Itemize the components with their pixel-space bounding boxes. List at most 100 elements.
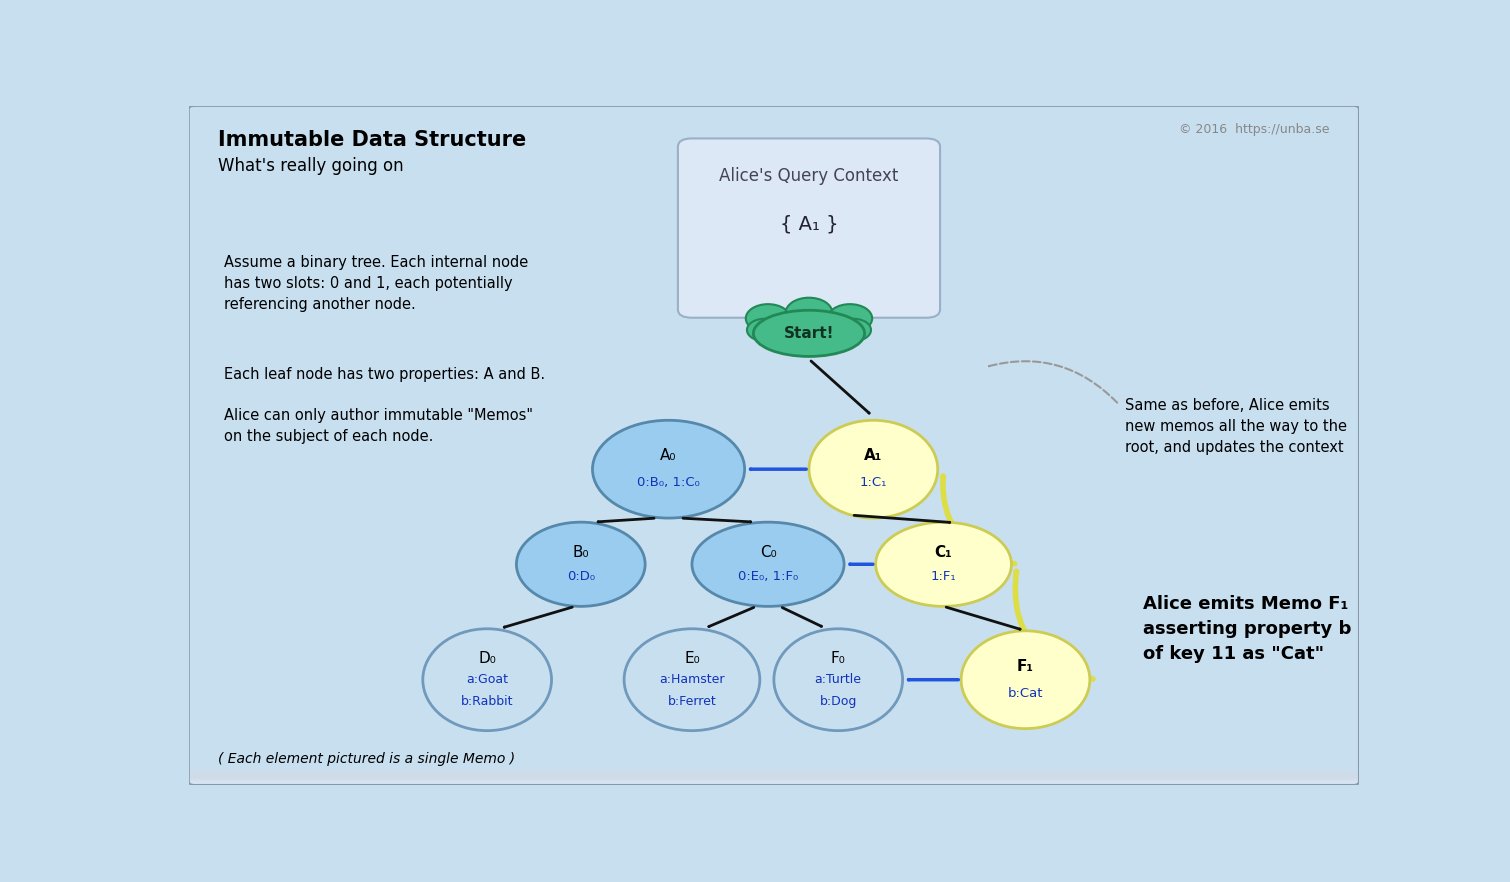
Bar	[189, 774, 1359, 781]
Bar	[189, 778, 1359, 784]
Bar	[189, 774, 1359, 781]
Bar	[189, 773, 1359, 780]
Text: b:Ferret: b:Ferret	[667, 695, 716, 707]
Bar	[189, 772, 1359, 779]
Bar	[189, 772, 1359, 779]
Text: b:Rabbit: b:Rabbit	[461, 695, 513, 707]
Text: 0:D₀: 0:D₀	[566, 570, 595, 582]
Ellipse shape	[746, 304, 790, 333]
Bar	[189, 777, 1359, 784]
Text: F₁: F₁	[1016, 659, 1034, 674]
Bar	[189, 777, 1359, 784]
Bar	[189, 777, 1359, 784]
Bar	[189, 772, 1359, 779]
Bar	[189, 777, 1359, 784]
Text: A₁: A₁	[864, 448, 882, 463]
Bar	[189, 776, 1359, 783]
Bar	[189, 774, 1359, 781]
Text: © 2016  https://unba.se: © 2016 https://unba.se	[1179, 123, 1330, 136]
Text: Alice can only author immutable "Memos"
on the subject of each node.: Alice can only author immutable "Memos" …	[223, 408, 533, 444]
Bar	[189, 777, 1359, 783]
Text: a:Turtle: a:Turtle	[815, 673, 862, 686]
Bar	[189, 774, 1359, 780]
Bar	[189, 773, 1359, 780]
Bar	[189, 774, 1359, 781]
Bar	[189, 776, 1359, 783]
Bar	[189, 772, 1359, 779]
Bar	[189, 775, 1359, 782]
Ellipse shape	[747, 318, 782, 341]
Ellipse shape	[827, 304, 873, 333]
Bar	[189, 774, 1359, 781]
Text: F₀: F₀	[831, 651, 846, 666]
Bar	[189, 774, 1359, 781]
Bar	[189, 778, 1359, 785]
Bar	[189, 777, 1359, 784]
Bar	[189, 775, 1359, 782]
Bar	[189, 778, 1359, 785]
Bar	[189, 777, 1359, 784]
Bar	[189, 774, 1359, 781]
Text: B₀: B₀	[572, 545, 589, 560]
Bar	[189, 776, 1359, 782]
Bar	[189, 778, 1359, 785]
Bar	[189, 775, 1359, 781]
Bar	[189, 775, 1359, 782]
Bar	[189, 774, 1359, 781]
Bar	[189, 776, 1359, 783]
Ellipse shape	[516, 522, 645, 606]
Bar	[189, 773, 1359, 780]
Text: 1:F₁: 1:F₁	[930, 570, 956, 582]
Bar	[189, 776, 1359, 783]
Text: Same as before, Alice emits
new memos all the way to the
root, and updates the c: Same as before, Alice emits new memos al…	[1125, 398, 1347, 455]
Bar	[189, 774, 1359, 781]
Text: 0:B₀, 1:C₀: 0:B₀, 1:C₀	[637, 476, 701, 490]
Ellipse shape	[753, 310, 865, 356]
Text: C₀: C₀	[760, 545, 776, 560]
Text: What's really going on: What's really going on	[217, 157, 403, 175]
Bar	[189, 774, 1359, 781]
Bar	[189, 778, 1359, 785]
Bar	[189, 776, 1359, 783]
Bar	[189, 778, 1359, 784]
Bar	[189, 775, 1359, 781]
Text: E₀: E₀	[684, 651, 699, 666]
Bar	[189, 777, 1359, 784]
Bar	[189, 776, 1359, 782]
Bar	[189, 772, 1359, 779]
Ellipse shape	[767, 314, 805, 339]
Bar	[189, 778, 1359, 785]
Bar	[189, 777, 1359, 784]
Bar	[189, 774, 1359, 780]
Ellipse shape	[837, 318, 871, 341]
Bar	[189, 775, 1359, 782]
Bar	[189, 778, 1359, 785]
Text: b:Cat: b:Cat	[1007, 687, 1043, 700]
Bar	[189, 775, 1359, 782]
Bar	[189, 778, 1359, 784]
Ellipse shape	[785, 298, 832, 328]
Text: D₀: D₀	[479, 651, 497, 666]
Bar	[189, 774, 1359, 780]
Text: A₀: A₀	[660, 448, 676, 463]
Bar	[189, 775, 1359, 782]
Bar	[189, 774, 1359, 781]
Bar	[189, 774, 1359, 781]
Bar	[189, 773, 1359, 779]
Bar	[189, 776, 1359, 783]
Text: Immutable Data Structure: Immutable Data Structure	[217, 130, 527, 150]
Bar	[189, 774, 1359, 781]
Bar	[189, 774, 1359, 781]
Bar	[189, 776, 1359, 782]
Bar	[189, 777, 1359, 783]
Text: a:Hamster: a:Hamster	[660, 673, 725, 686]
Bar	[189, 772, 1359, 779]
Ellipse shape	[692, 522, 844, 606]
Bar	[189, 778, 1359, 785]
Bar	[189, 772, 1359, 778]
Bar	[189, 773, 1359, 779]
Bar	[189, 774, 1359, 781]
Bar	[189, 775, 1359, 781]
Bar	[189, 775, 1359, 782]
Bar	[189, 777, 1359, 783]
